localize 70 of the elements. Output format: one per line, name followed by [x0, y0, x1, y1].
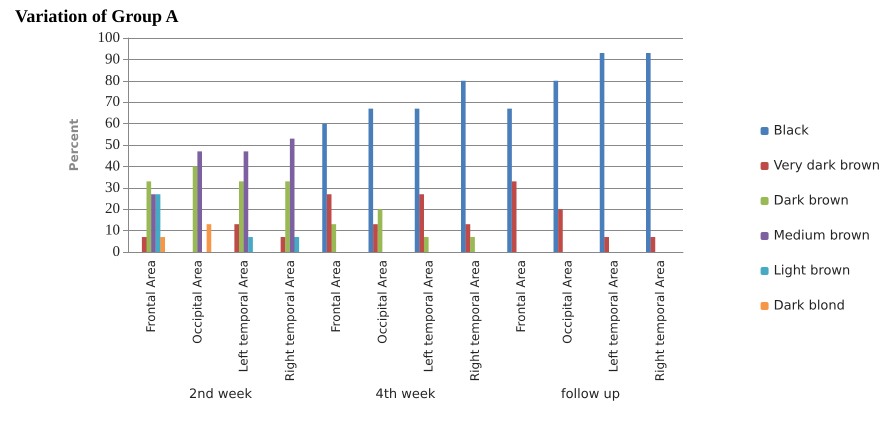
bar: [470, 237, 475, 252]
x-tick-label: Frontal Area: [514, 260, 528, 332]
x-tick-label: Right temporal Area: [468, 260, 482, 382]
x-tick-label: Left temporal Area: [236, 260, 251, 372]
bar: [373, 224, 378, 252]
bar: [368, 108, 374, 252]
x-tick-label: Frontal Area: [329, 260, 344, 332]
x-tick-label: Occipital Area: [560, 260, 574, 344]
bar: [156, 194, 160, 252]
bar: [234, 224, 239, 252]
x-tick-label: Frontal Area: [144, 260, 158, 332]
bar: [604, 237, 609, 252]
legend-label: Dark blond: [774, 298, 845, 314]
x-tick-label: Occipital Area: [190, 260, 204, 344]
y-tick-label: 60: [105, 116, 120, 132]
bar: [466, 224, 470, 252]
bar: [160, 237, 165, 252]
x-tick-label: Occipital Area: [375, 260, 390, 344]
bar: [378, 209, 382, 252]
bar: [558, 209, 563, 252]
chart-title: Variation of Group A: [15, 6, 179, 26]
y-tick-label: 70: [105, 94, 120, 110]
bar: [192, 166, 198, 252]
bar: [151, 194, 156, 252]
legend-label: Dark brown: [774, 194, 849, 208]
bar: [512, 181, 516, 252]
y-tick-label: 90: [105, 51, 120, 68]
y-tick-label: 50: [105, 137, 120, 153]
bar: [554, 80, 558, 252]
bar: [294, 237, 300, 252]
bar: [507, 108, 512, 252]
x-tick-label: Left temporal Area: [422, 260, 436, 372]
bar: [461, 80, 466, 252]
bar: [248, 237, 253, 252]
text: 4th week: [376, 387, 436, 402]
legend-label: Black: [774, 124, 810, 138]
bar: [290, 138, 294, 252]
bar: [206, 224, 212, 252]
bar: [419, 194, 424, 252]
legend-label: Light brown: [774, 264, 850, 278]
text: follow up: [561, 387, 620, 402]
text: 2nd week: [188, 387, 252, 402]
bar: [280, 237, 286, 252]
y-tick-label: 10: [105, 222, 120, 239]
bar: [239, 181, 244, 252]
y-tick-label: 80: [105, 72, 120, 89]
bar: [414, 108, 420, 252]
bar: [332, 224, 336, 252]
bar: [646, 52, 651, 252]
bar: [650, 237, 656, 252]
y-tick-label: 30: [105, 180, 120, 196]
bar: [322, 124, 327, 252]
bar: [146, 181, 152, 252]
y-axis-title: Percent: [67, 118, 81, 172]
bar: [197, 151, 202, 252]
bar: [424, 237, 429, 252]
y-tick-label: 20: [105, 201, 120, 218]
y-tick-label: 100: [98, 30, 120, 46]
bar: [600, 52, 604, 252]
legend-label: Very dark brown: [774, 158, 880, 174]
bar: [285, 181, 290, 252]
y-tick-label: 0: [112, 244, 120, 260]
x-tick-label: Right temporal Area: [282, 260, 297, 382]
x-tick-label: Left temporal Area: [606, 260, 621, 372]
bar: [142, 237, 146, 252]
bar: [326, 194, 332, 252]
x-tick-label: Right temporal Area: [652, 260, 667, 382]
y-tick-label: 40: [105, 158, 120, 174]
legend-label: Medium brown: [774, 228, 870, 244]
bar: [244, 151, 248, 252]
